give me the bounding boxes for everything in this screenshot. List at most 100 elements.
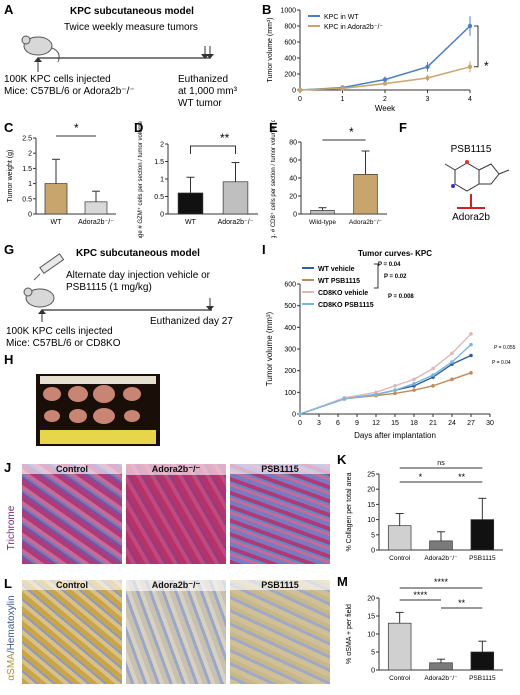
chart-i-x-tick-label: 18 <box>410 420 418 427</box>
chart-c-y-tick-label: 0.5 <box>22 196 32 203</box>
chart-e-category-label: Wild-type <box>309 219 336 226</box>
panel-letter-h: H <box>4 352 13 367</box>
chart-c-y-tick-label: 1 <box>28 181 32 188</box>
chart-i-y-tick-label: 100 <box>284 390 296 397</box>
chart-k-y-tick-label: 5 <box>371 532 375 539</box>
chart-i-x-tick-label: 0 <box>298 420 302 427</box>
chart-c-category-label: WT <box>51 219 63 226</box>
chart-k-category-label: Adora2b⁻/⁻ <box>424 555 458 562</box>
asma-col-adora2b: Adora2b⁻/⁻ <box>126 580 226 591</box>
chart-c-y-tick-label: 0 <box>28 212 32 219</box>
chart-i-y-tick-label: 200 <box>284 368 296 375</box>
chart-b-point <box>382 81 388 86</box>
chart-k-bar <box>387 525 412 551</box>
chart-i-point <box>412 377 416 382</box>
chart-b-point <box>382 77 388 82</box>
chart-i-p4: P = 0.04 <box>492 360 511 366</box>
chart-i-bracket <box>374 263 379 289</box>
panel-g-title: KPC subcutaneous model <box>76 248 200 259</box>
panel-letter-k: K <box>337 452 347 467</box>
chart-d-y-tick-label: 1.5 <box>154 159 164 166</box>
chart-b-y-tick-label: 400 <box>284 56 296 63</box>
panel-g: G KPC subcutaneous model Alternate day i… <box>0 240 260 350</box>
chart-i-series-line <box>299 333 472 415</box>
chart-i-point <box>412 381 416 386</box>
panel-letter-f: F <box>399 120 407 135</box>
chart-i-p5: P = 0.055 <box>494 345 516 351</box>
panel-letter-l: L <box>4 576 12 591</box>
chart-i-x-tick-label: 3 <box>317 420 321 427</box>
chart-d-y-tick-label: 0 <box>160 212 164 219</box>
asma-psb1115-image: PSB1115 <box>230 580 330 684</box>
panel-letter-m: M <box>337 574 348 589</box>
panel-f: F PSB1115 Adora2b <box>395 120 520 238</box>
panel-letter-j: J <box>4 460 11 475</box>
panel-a-end3: WT tumor <box>178 98 222 109</box>
panel-l: L αSMA/Hematoxylin Control Adora2b⁻/⁻ PS… <box>0 574 330 688</box>
chart-e-bar <box>310 210 335 215</box>
panel-h-svg: H <box>4 352 160 446</box>
chart-d: D ** 0 0.5 1 1.5 2 Average # GZM⁺ cells per s… <box>134 105 258 253</box>
trichrome-control-image: Control <box>22 464 122 564</box>
panel-a-inj2: Mice: C57BL/6 or Adora2b⁻/⁻ <box>4 86 135 97</box>
chart-b-y-tick-label: 1000 <box>280 8 296 15</box>
chart-b-y-tick-label: 800 <box>284 24 296 31</box>
chart-b-x-tick-label: 1 <box>341 96 345 103</box>
panel-h: H <box>0 350 260 450</box>
panel-l-side-label: αSMA/Hematoxylin <box>6 595 17 680</box>
trichrome-col-adora2b: Adora2b⁻/⁻ <box>126 464 226 475</box>
chart-c-y-tick-label: 2 <box>28 151 32 158</box>
asma-col-control: Control <box>22 580 122 590</box>
chart-i-x-tick-label: 24 <box>448 420 456 427</box>
chart-c-bar <box>84 201 108 215</box>
chart-d-category-label: WT <box>185 219 197 226</box>
chart-m-y-label: % αSMA + per field <box>346 604 353 664</box>
chart-i-y-tick-label: 0 <box>292 412 296 419</box>
chart-i-point <box>393 388 397 392</box>
chart-i-point <box>412 388 416 392</box>
chart-b-point <box>425 64 430 70</box>
panel-a-title: KPC subcutaneous model <box>70 6 194 17</box>
chart-i-series-line <box>299 344 472 415</box>
panel-l-side-hema: /Hematoxylin <box>6 595 17 653</box>
chart-b-x-tick-label: 4 <box>468 96 472 103</box>
chart-i-y-tick-label: 500 <box>284 303 296 310</box>
chart-b-x-label: Week <box>375 104 396 113</box>
chart-b-sig: * <box>484 59 489 73</box>
chart-i-y-tick-label: 600 <box>284 282 296 289</box>
chart-i-p3: P = 0.008 <box>388 294 414 300</box>
chart-c-y-label: Tumor weight (g) <box>7 150 14 203</box>
chart-k-y-tick-label: 20 <box>367 487 375 494</box>
chart-k-sig-a: * <box>419 472 423 482</box>
panel-k: K 0 5 10 15 20 25 % Collagen per total area Con… <box>335 450 520 570</box>
chart-b-point <box>340 86 345 91</box>
chart-i-y-label: Tumor volume (mm³) <box>265 311 274 386</box>
chart-k-y-label: % Collagen per total area <box>346 472 353 551</box>
panel-j-svg: J Trichrome <box>4 460 17 550</box>
chart-k-y-tick-label: 15 <box>367 502 375 509</box>
mouse-icon <box>23 287 55 308</box>
chart-c-bar <box>44 183 68 215</box>
panel-a-end1: Euthanized <box>178 74 228 85</box>
chart-d-sig-bracket <box>190 145 236 154</box>
panel-a: A KPC subcutaneous model Twice weekly me… <box>0 0 260 120</box>
chart-m-bar <box>429 662 453 671</box>
chart-i-p1: P = 0.04 <box>378 262 401 268</box>
chart-i-point <box>431 366 435 371</box>
panel-letter-i: I <box>262 242 266 257</box>
chart-b-y-tick-label: 0 <box>292 88 296 95</box>
panel-letter-d: D <box>134 120 143 135</box>
chart-i-point <box>431 384 435 388</box>
panel-g-step2: PSB1115 (1 mg/kg) <box>66 282 152 293</box>
panel-j: J Trichrome Control Adora2b⁻/⁻ PSB1115 <box>0 458 330 568</box>
panel-g-inj2: Mice: C57BL/6 or CD8KO <box>6 338 121 349</box>
chart-c: C * 0 0.5 1 1.5 2 2.5 Tumor weight (g) WT Adora2… <box>4 120 116 226</box>
chart-i-y-tick-label: 300 <box>284 347 296 354</box>
chart-k-bar <box>429 540 453 551</box>
chart-b-point <box>467 23 473 29</box>
panel-g-step1: Alternate day injection vehicle or <box>66 270 211 281</box>
chart-m-sig-top: **** <box>434 577 449 587</box>
chart-i-legend-label: WT vehicle <box>318 266 355 273</box>
chart-b: B * 0 200 400 600 800 1000 Tumor volume (mm³) 0… <box>262 2 489 113</box>
chart-c-category-label: Adora2b⁻/⁻ <box>78 219 114 226</box>
